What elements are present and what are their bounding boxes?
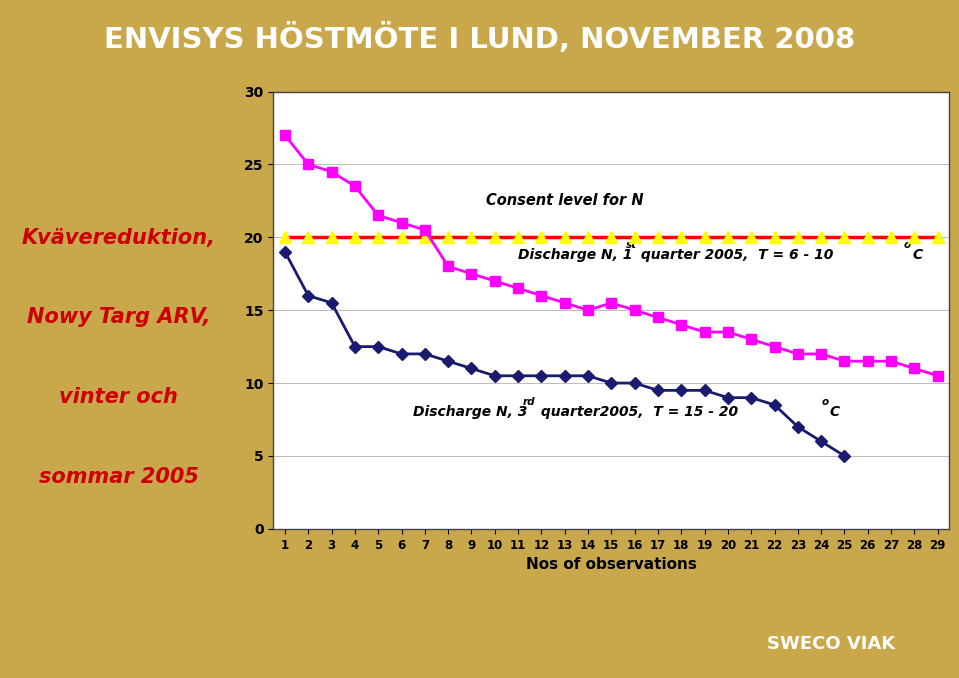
Text: sommar 2005: sommar 2005 (38, 467, 199, 487)
Text: Discharge N, 1: Discharge N, 1 (518, 247, 633, 262)
Text: C: C (830, 405, 839, 419)
Text: st: st (626, 239, 637, 250)
Text: o: o (904, 239, 911, 250)
Text: SWECO VIAK: SWECO VIAK (767, 635, 896, 653)
Text: quarter 2005,  T = 6 - 10: quarter 2005, T = 6 - 10 (636, 247, 838, 262)
Text: rd: rd (523, 397, 535, 407)
Text: C: C (912, 247, 923, 262)
Text: quarter2005,  T = 15 - 20: quarter2005, T = 15 - 20 (535, 405, 742, 419)
X-axis label: Nos of observations: Nos of observations (526, 557, 697, 572)
Text: Kvävereduktion,: Kvävereduktion, (22, 228, 216, 247)
Text: Consent level for N: Consent level for N (486, 193, 643, 208)
Text: ENVISYS HÖSTMÖTE I LUND, NOVEMBER 2008: ENVISYS HÖSTMÖTE I LUND, NOVEMBER 2008 (104, 24, 855, 54)
Text: Discharge N, 3: Discharge N, 3 (413, 405, 527, 419)
Text: Nowy Targ ARV,: Nowy Targ ARV, (27, 308, 210, 327)
Text: vinter och: vinter och (59, 387, 178, 407)
Text: o: o (821, 397, 829, 407)
